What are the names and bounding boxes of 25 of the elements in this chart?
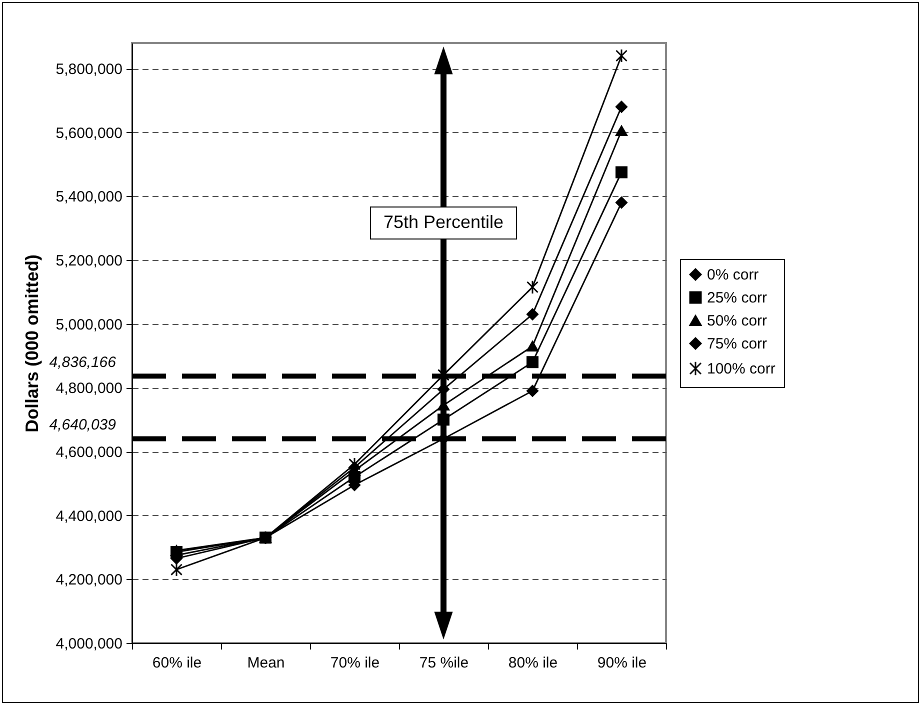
legend-label: 75% corr xyxy=(707,336,768,352)
ref-line-label: 4,836,166 xyxy=(49,354,117,372)
y-tick-label: 5,000,000 xyxy=(56,316,122,334)
y-tick-label: 4,800,000 xyxy=(56,380,122,398)
x-tick-label: 75 %ile xyxy=(419,654,469,672)
x-tick-label: 70% ile xyxy=(330,654,380,672)
y-tick-label: 5,200,000 xyxy=(56,252,122,270)
y-tick-label: 5,800,000 xyxy=(56,61,122,78)
legend-label: 100% corr xyxy=(707,360,776,378)
legend-label: 25% corr xyxy=(707,290,768,306)
y-tick-label: 4,400,000 xyxy=(56,508,122,525)
y-tick-label: 4,600,000 xyxy=(56,444,122,462)
y-axis-title: Dollars (000 omitted) xyxy=(22,254,42,433)
y-tick-label: 4,000,000 xyxy=(56,636,122,652)
legend-label: 0% corr xyxy=(707,266,759,284)
ref-line-label: 4,640,039 xyxy=(49,416,117,434)
y-tick-label: 4,200,000 xyxy=(56,572,122,589)
y-tick-label: 5,600,000 xyxy=(56,124,122,142)
x-tick-label: 60% ile xyxy=(152,654,202,672)
legend-label: 50% corr xyxy=(707,312,768,330)
y-tick-label: 5,400,000 xyxy=(56,188,122,206)
ref-line-label: 75th Percentile xyxy=(383,212,504,232)
x-tick-label: 80% ile xyxy=(508,654,558,672)
x-tick-label: 90% ile xyxy=(597,654,647,672)
x-tick-label: Mean xyxy=(247,654,285,672)
